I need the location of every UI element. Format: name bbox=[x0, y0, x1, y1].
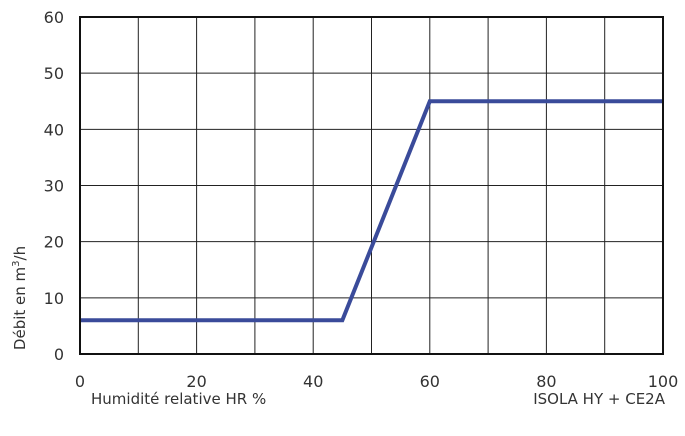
series-layer bbox=[80, 99, 663, 323]
y-tick-label: 20 bbox=[44, 233, 64, 252]
y-axis-label-suffix: /h bbox=[11, 246, 29, 261]
x-tick-label: 0 bbox=[75, 372, 85, 391]
y-axis-label-prefix: Débit en m bbox=[11, 267, 29, 350]
y-axis-label: Débit en m3/h bbox=[11, 246, 29, 350]
y-axis-label-superscript: 3 bbox=[11, 260, 22, 266]
y-tick-label: 40 bbox=[44, 120, 64, 139]
x-tick-label: 40 bbox=[303, 372, 323, 391]
x-tick-label: 60 bbox=[420, 372, 440, 391]
x-tick-label: 100 bbox=[648, 372, 679, 391]
chart-caption: ISOLA HY + CE2A bbox=[533, 390, 666, 408]
y-tick-label: 60 bbox=[44, 8, 64, 27]
grid bbox=[79, 16, 664, 355]
y-tick-label: 10 bbox=[44, 289, 64, 308]
y-tick-label: 0 bbox=[54, 345, 64, 364]
y-tick-label: 50 bbox=[44, 64, 64, 83]
x-tick-labels: 0 20 40 60 80 100 bbox=[75, 372, 678, 391]
x-tick-label: 20 bbox=[186, 372, 206, 391]
y-tick-labels: 0 10 20 30 40 50 60 bbox=[44, 8, 64, 364]
x-tick-label: 80 bbox=[536, 372, 556, 391]
series-line bbox=[80, 99, 663, 323]
y-tick-label: 30 bbox=[44, 177, 64, 196]
x-axis-label: Humidité relative HR % bbox=[91, 390, 266, 408]
plot-frame bbox=[79, 16, 664, 355]
